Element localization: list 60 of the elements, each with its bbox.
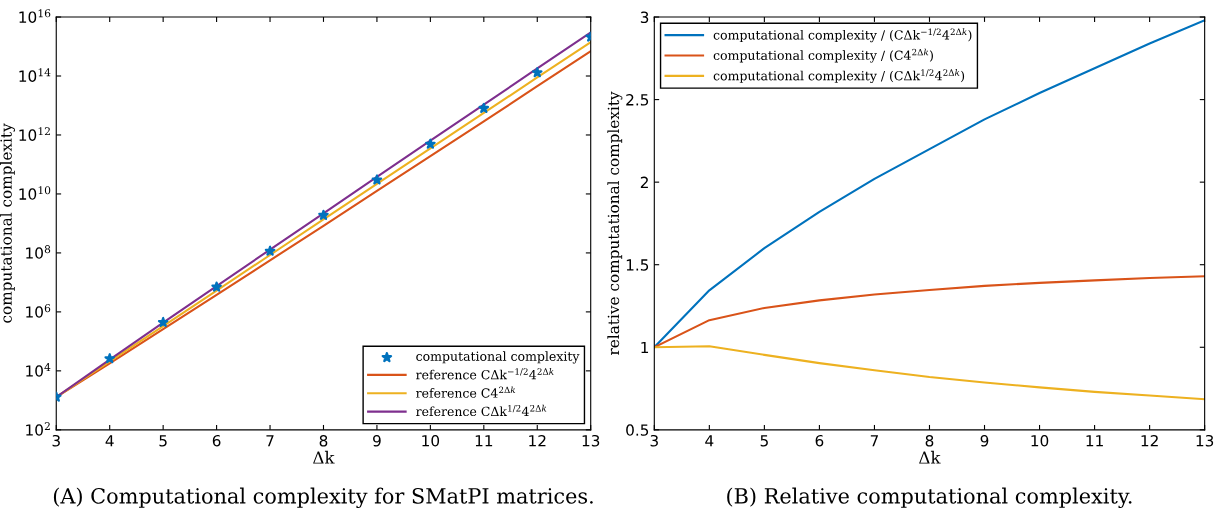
y-tick-label: 2 — [640, 176, 648, 188]
point — [264, 245, 276, 256]
x-tick-label: 11 — [475, 435, 493, 447]
line-series — [654, 345, 1205, 401]
y-tick-label: 10$^{2}$ — [26, 422, 50, 436]
x-tick-label: 5 — [760, 435, 768, 447]
legend-label: reference CΔk$^{1/2}$4$^{2Δk}$ — [416, 404, 547, 417]
point — [478, 102, 490, 114]
x-tick-label: 3 — [52, 434, 60, 447]
x-tick-label: 4 — [105, 435, 114, 447]
x-tick-label: 6 — [815, 434, 824, 447]
x-tick-label: 6 — [212, 434, 221, 447]
y-tick-label: 1 — [641, 341, 649, 354]
text: (A) Computational complexity for SMatPI matrices. — [53, 487, 593, 509]
x-tick-label: 7 — [870, 435, 878, 447]
legend-label: reference C4$^{2Δk}$ — [416, 386, 516, 398]
point — [211, 281, 222, 292]
y-tick-label: 10$^{10}$ — [19, 186, 51, 200]
point — [425, 138, 436, 149]
x-tick-label: 12 — [1141, 434, 1158, 447]
point — [104, 353, 115, 364]
x-tick-label: 5 — [159, 435, 167, 447]
x-tick-label: 9 — [980, 434, 989, 447]
y-tick-label: 10$^{4}$ — [26, 363, 51, 377]
x-tick-label: 3 — [650, 434, 658, 447]
x-tick-label: 10 — [422, 434, 440, 447]
y-tick-label: 10$^{14}$ — [19, 68, 51, 82]
legend-label: reference CΔk$^{−1/2}$4$^{2Δk}$ — [416, 368, 554, 380]
y-tick-label: 3 — [640, 11, 649, 24]
x-tick-label: 13 — [582, 434, 600, 447]
y-tick-label: 10$^{12}$ — [19, 127, 50, 141]
x-axis-title: Δk — [313, 450, 335, 464]
y-tick-label: 10$^{16}$ — [19, 9, 51, 23]
legend-label: computational complexity / (CΔk$^{1/2}$4$^{2Δk}$) — [713, 69, 965, 83]
x-tick-label: 12 — [529, 434, 546, 447]
point — [157, 316, 169, 328]
text: (B) Relative computational complexity. — [727, 487, 1132, 509]
legend-label: computational complexity / (CΔk$^{−1/2}$4$^{2Δk}$) — [713, 28, 972, 43]
y-tick-label: 1.5 — [626, 259, 649, 271]
y-tick-label: 0.5 — [626, 424, 649, 436]
x-tick-label: 10 — [1031, 434, 1049, 447]
x-tick-label: 8 — [925, 434, 934, 447]
x-tick-label: 8 — [319, 434, 328, 447]
x-tick-label: 4 — [705, 435, 714, 447]
x-tick-label: 11 — [1086, 435, 1103, 447]
legend-label: computational complexity — [416, 351, 580, 364]
point — [531, 67, 543, 78]
y-tick-label: 10$^{8}$ — [26, 245, 51, 259]
y-axis-title: computational complexity — [0, 123, 16, 323]
point — [371, 174, 383, 185]
y-tick-label: 2.5 — [626, 94, 649, 106]
x-tick-label: 13 — [1196, 434, 1214, 447]
x-axis-title: Δk — [919, 450, 941, 464]
y-tick-label: 10$^{6}$ — [26, 304, 51, 318]
legend-label: computational complexity / (C4$^{2Δk}$) — [713, 48, 933, 63]
line-series — [654, 275, 1205, 349]
x-tick-label: 7 — [266, 435, 274, 447]
point — [318, 209, 329, 220]
x-tick-label: 9 — [373, 434, 381, 447]
y-axis-title: relative computational complexity — [607, 91, 623, 355]
